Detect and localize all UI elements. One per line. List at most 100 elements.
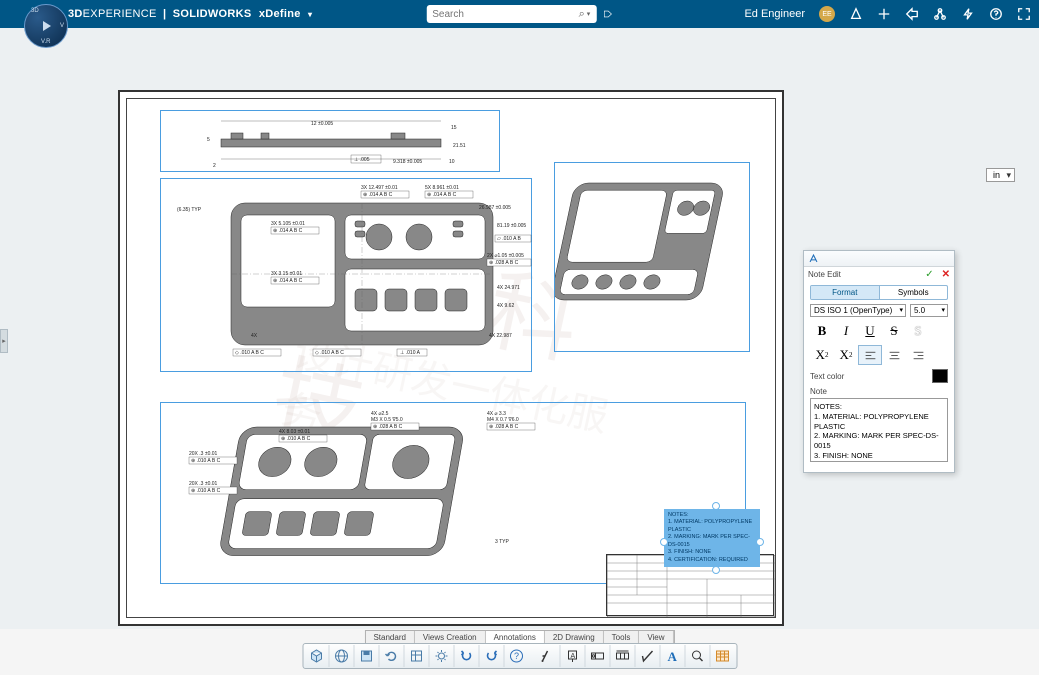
svg-text:⊕ .014 A B C: ⊕ .014 A B C [273,278,303,284]
svg-text:⊥ .005: ⊥ .005 [354,157,370,163]
svg-text:⊕ .010 A B C: ⊕ .010 A B C [191,488,221,494]
lightning-icon[interactable] [961,7,975,21]
superscript-button[interactable]: X2 [810,345,834,365]
outline-button[interactable]: S [906,321,930,341]
search-box[interactable]: ⌕ ▾ [426,5,596,23]
svg-text:⊕ .028 A B C: ⊕ .028 A B C [489,424,519,430]
svg-text:9.318 ±0.005: 9.318 ±0.005 [393,159,422,165]
note-annotation[interactable]: NOTES: 1. MATERIAL: POLYPROPYLENE PLASTI… [664,509,760,567]
part-mode-icon[interactable] [304,645,329,667]
play-icon [38,18,54,34]
svg-text:26.987 ±0.005: 26.987 ±0.005 [479,205,511,211]
gdt-frame-icon[interactable] [610,645,635,667]
svg-text:M3 X 0.5 ∇5.0: M3 X 0.5 ∇5.0 [371,417,403,423]
svg-text:3X 12.497 ±0.01: 3X 12.497 ±0.01 [361,185,398,191]
brand-label: 3DEXPERIENCE | SOLIDWORKS xDefine ▾ [68,8,312,20]
left-panel-expand[interactable]: ▸ [0,329,8,353]
font-select[interactable]: DS ISO 1 (OpenType) [810,304,906,317]
svg-text:4X 9.62: 4X 9.62 [497,303,514,309]
svg-text:4X 8.03 ±0.01: 4X 8.03 ±0.01 [279,429,310,435]
strike-button[interactable]: S [882,321,906,341]
svg-text:⊕ .010 A B C: ⊕ .010 A B C [191,458,221,464]
svg-text:⊕ .028 A B C: ⊕ .028 A B C [489,260,519,266]
text-color-swatch[interactable] [932,369,948,383]
refresh-icon[interactable] [379,645,404,667]
svg-text:⊕ .014 A B C: ⊕ .014 A B C [427,192,457,198]
main-toolbar: ? A A [302,643,737,669]
checkmark-icon[interactable] [635,645,660,667]
tab-format[interactable]: Format [811,286,879,299]
redo-icon[interactable] [479,645,504,667]
cancel-button[interactable]: ✕ [942,269,950,280]
dimension-icon[interactable] [535,645,560,667]
compass-navigator[interactable]: 3D V V.R [24,4,68,48]
zoom-icon[interactable] [685,645,710,667]
svg-text:⊕ .014 A B C: ⊕ .014 A B C [363,192,393,198]
annotation-a-icon [808,253,819,264]
svg-text:81.19 ±0.005: 81.19 ±0.005 [497,223,526,229]
share-icon[interactable] [905,7,919,21]
svg-text:▱ .010 A B: ▱ .010 A B [497,236,522,242]
search-caret[interactable]: ▾ [587,10,591,18]
search-input[interactable] [432,9,574,20]
drawing-view-section[interactable]: 12 ±0.005 15 21.51 5 2 9.318 ±0.005 10 ⊥… [160,110,500,172]
properties-icon[interactable] [404,645,429,667]
underline-button[interactable]: U [858,321,882,341]
panel-header[interactable] [804,251,954,267]
svg-text:4X 24.971: 4X 24.971 [497,285,520,291]
svg-text:⊕ .028 A B C: ⊕ .028 A B C [373,424,403,430]
fullscreen-icon[interactable] [1017,7,1031,21]
user-avatar[interactable]: EE [819,6,835,22]
save-icon[interactable] [354,645,379,667]
bold-button[interactable]: B [810,321,834,341]
help-icon[interactable] [989,7,1003,21]
svg-text:10: 10 [449,159,455,165]
align-center-button[interactable] [882,345,906,365]
tolerance-icon[interactable] [585,645,610,667]
gear-icon[interactable] [429,645,454,667]
datum-icon[interactable]: A [560,645,585,667]
tab-symbols[interactable]: Symbols [879,286,948,299]
italic-button[interactable]: I [834,321,858,341]
svg-text:21.51: 21.51 [453,143,466,149]
confirm-button[interactable]: ✓ [925,269,933,280]
svg-text:3X 3.15 ±0.01: 3X 3.15 ±0.01 [271,271,302,277]
units-dropdown[interactable]: in [986,168,1015,182]
svg-text:A: A [667,649,677,664]
notifications-icon[interactable] [849,7,863,21]
align-right-button[interactable] [906,345,930,365]
text-annotation-icon[interactable]: A [660,645,685,667]
undo-icon[interactable] [454,645,479,667]
svg-text:3X 5.105 ±0.01: 3X 5.105 ±0.01 [271,221,305,227]
svg-text:⊥ .010 A: ⊥ .010 A [400,350,421,356]
tag-icon[interactable]: ⌂ [601,10,617,18]
username-label[interactable]: Ed Engineer [744,8,805,20]
svg-text:◇ .010 A B C: ◇ .010 A B C [315,350,344,356]
panel-title: Note Edit [808,270,841,279]
note-textarea[interactable] [810,398,948,462]
align-left-button[interactable] [858,345,882,365]
search-icon[interactable]: ⌕ [579,8,585,21]
globe-icon[interactable] [329,645,354,667]
drawing-view-isometric[interactable] [554,162,750,352]
help-icon[interactable]: ? [504,645,529,667]
svg-text:A: A [570,653,575,660]
svg-text:4X: 4X [251,333,258,339]
svg-text:3 TYP: 3 TYP [495,539,509,545]
text-color-label: Text color [810,372,844,381]
svg-text:⊕ .014 A B C: ⊕ .014 A B C [273,228,303,234]
font-size-select[interactable]: 5.0 [910,304,948,317]
svg-text:?: ? [514,651,519,661]
drawing-view-front[interactable]: (6.35) TYP 3X 12.497 ±0.01 ⊕ .014 A B C … [160,178,532,372]
svg-text:⊕ .010 A B C: ⊕ .010 A B C [281,436,311,442]
svg-text:M4 X 0.7 ∇6.0: M4 X 0.7 ∇6.0 [487,417,519,423]
table-icon[interactable] [710,645,735,667]
module-dropdown-caret[interactable]: ▾ [308,10,312,19]
svg-text:12 ±0.005: 12 ±0.005 [311,121,333,127]
subscript-button[interactable]: X2 [834,345,858,365]
top-nav-bar: 3DEXPERIENCE | SOLIDWORKS xDefine ▾ ⌕ ▾ … [0,0,1039,28]
drawing-canvas[interactable]: ▸ in 生信科技 设计研发一体化服务 12 ±0.005 15 21.51 5… [0,28,1039,629]
panel-tabs: Format Symbols [810,285,948,300]
add-icon[interactable] [877,7,891,21]
network-icon[interactable] [933,7,947,21]
